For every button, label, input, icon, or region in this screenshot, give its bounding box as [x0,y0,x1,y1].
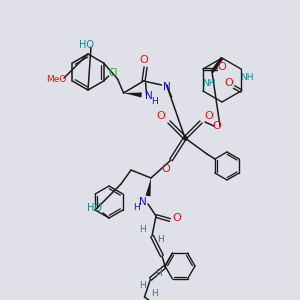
Text: H: H [139,226,145,235]
Text: HO: HO [79,40,94,50]
Text: H: H [139,280,146,290]
Polygon shape [124,92,142,98]
Text: O: O [172,213,182,223]
Text: H: H [151,289,158,298]
Text: O: O [205,111,213,121]
Text: H: H [133,203,140,212]
Text: MeO: MeO [46,76,66,85]
Text: O: O [218,62,226,72]
Text: NH: NH [240,73,254,82]
Text: O: O [157,111,165,121]
Text: HO: HO [88,203,103,213]
Text: O: O [225,78,233,88]
Text: Cl: Cl [109,68,118,78]
Text: H: H [151,98,158,106]
Text: H: H [157,236,164,244]
Text: H: H [155,268,162,278]
Text: O: O [139,55,148,65]
Text: N: N [163,82,170,92]
Text: N: N [139,197,147,207]
Text: NH: NH [202,79,216,88]
Text: N: N [145,91,152,101]
Text: O: O [213,121,221,131]
Text: O: O [162,164,170,174]
Polygon shape [146,178,151,196]
